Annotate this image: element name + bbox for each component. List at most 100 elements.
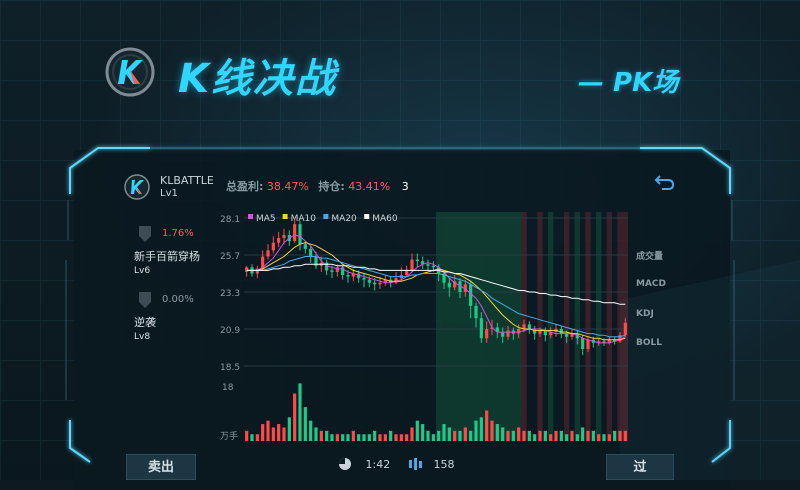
volume-bar bbox=[495, 424, 499, 441]
volume-bar bbox=[309, 420, 313, 441]
legend-swatch bbox=[364, 214, 370, 219]
volume-unit-label: 万手 bbox=[220, 430, 238, 442]
volume-bar bbox=[549, 434, 553, 441]
candle-body bbox=[277, 238, 281, 243]
volume-bar bbox=[314, 427, 318, 441]
legend-swatch bbox=[248, 214, 253, 219]
pass-button[interactable]: 过 bbox=[606, 454, 674, 480]
y-tick-label: 28.1 bbox=[220, 215, 240, 225]
legend-label: MA10 bbox=[291, 214, 317, 224]
candle-body bbox=[415, 259, 419, 262]
remaining-value: 158 bbox=[433, 458, 455, 471]
candle-body bbox=[351, 273, 355, 277]
candle-body bbox=[293, 224, 297, 242]
opponent-card: 1.76% 新手百箭穿杨 Lv6 bbox=[134, 224, 214, 280]
candle-body bbox=[453, 281, 457, 288]
candle-body bbox=[282, 234, 286, 239]
volume-bar bbox=[287, 417, 291, 441]
volume-tick-label: 18 bbox=[222, 383, 234, 393]
candle-body bbox=[373, 282, 377, 285]
trade-zone bbox=[606, 212, 612, 441]
volume-bar bbox=[399, 434, 403, 441]
ma10-line bbox=[246, 242, 626, 341]
candle-body bbox=[458, 281, 462, 292]
volume-bar bbox=[458, 430, 462, 441]
candle-body bbox=[623, 322, 627, 336]
volume-bar bbox=[565, 434, 569, 441]
volume-bar bbox=[591, 430, 595, 441]
volume-bar bbox=[367, 434, 371, 441]
legend-label: MA5 bbox=[256, 214, 276, 224]
volume-bar bbox=[597, 434, 601, 441]
timer: 1:42 bbox=[338, 457, 390, 471]
timer-value: 1:42 bbox=[365, 458, 391, 471]
trade-count: 3 bbox=[401, 180, 409, 193]
candle-body bbox=[618, 335, 622, 342]
legend-swatch bbox=[282, 214, 288, 219]
candle-body bbox=[255, 268, 259, 274]
volume-bar bbox=[517, 427, 521, 441]
opponent-level: Lv8 bbox=[134, 332, 151, 342]
y-tick-label: 20.9 bbox=[220, 326, 240, 336]
sell-button[interactable]: 卖出 bbox=[126, 454, 196, 480]
candle-body bbox=[394, 278, 398, 283]
volume-bar bbox=[570, 430, 574, 441]
app-logo bbox=[105, 47, 155, 97]
indicator-tab-macd[interactable]: MACD bbox=[636, 279, 666, 289]
volume-bar bbox=[330, 434, 334, 441]
candle-body bbox=[607, 339, 611, 343]
candle-body bbox=[303, 244, 307, 249]
indicator-tab-kdj[interactable]: KDJ bbox=[636, 309, 654, 319]
candle-body bbox=[421, 261, 425, 265]
opponent-profit: 1.76% bbox=[162, 228, 194, 239]
volume-bar bbox=[303, 407, 307, 441]
volume-bar bbox=[447, 427, 451, 441]
trade-zone bbox=[564, 212, 570, 441]
volume-bar bbox=[357, 434, 361, 441]
volume-bar bbox=[533, 434, 537, 441]
candle-body bbox=[271, 242, 275, 251]
candle-body bbox=[581, 338, 585, 350]
volume-bar bbox=[319, 430, 323, 441]
candle-body bbox=[469, 284, 473, 306]
volume-bar bbox=[394, 434, 398, 441]
trade-zone bbox=[585, 212, 591, 441]
indicator-tab-boll[interactable]: BOLL bbox=[636, 338, 662, 348]
undo-icon[interactable] bbox=[654, 172, 676, 192]
volume-bar bbox=[538, 430, 542, 441]
candle-body bbox=[405, 270, 409, 276]
volume-bar bbox=[618, 430, 622, 441]
y-tick-label: 25.7 bbox=[220, 252, 240, 262]
volume-bar bbox=[511, 430, 515, 441]
legend-label: MA20 bbox=[331, 214, 357, 224]
volume-bar bbox=[293, 393, 297, 441]
indicator-tab-volume[interactable]: 成交量 bbox=[636, 252, 664, 262]
volume-bar bbox=[341, 434, 345, 441]
volume-bar bbox=[245, 430, 249, 441]
volume-bar bbox=[351, 430, 355, 441]
candle-body bbox=[533, 329, 537, 334]
candle-body bbox=[485, 329, 489, 339]
opponent-profit: 0.00% bbox=[162, 294, 194, 305]
candle-body bbox=[613, 339, 617, 342]
candle-body bbox=[586, 339, 590, 350]
volume-bar bbox=[485, 410, 489, 441]
volume-bar bbox=[421, 424, 425, 441]
volume-bar bbox=[415, 420, 419, 441]
volume-bar bbox=[389, 430, 393, 441]
candle-body bbox=[474, 305, 478, 319]
volume-bar bbox=[362, 434, 366, 441]
candle-body bbox=[543, 330, 547, 336]
ma20-line bbox=[246, 256, 626, 338]
volume-bar bbox=[431, 434, 435, 441]
candle-body bbox=[527, 324, 531, 329]
candle-body bbox=[479, 318, 483, 339]
trade-zone bbox=[548, 212, 554, 441]
mode-label: — PK场 bbox=[578, 68, 679, 98]
opponent-avatar-icon bbox=[139, 292, 151, 308]
candle-body bbox=[570, 333, 574, 337]
volume-bar bbox=[586, 430, 590, 441]
kline-chart[interactable]: 28.1 25.7 23.3 20.9 18.5 18 万手 MA5 MA10 MA20 MA60 bbox=[0, 0, 800, 480]
candle-body bbox=[602, 341, 606, 343]
y-tick-label: 23.3 bbox=[220, 289, 240, 299]
